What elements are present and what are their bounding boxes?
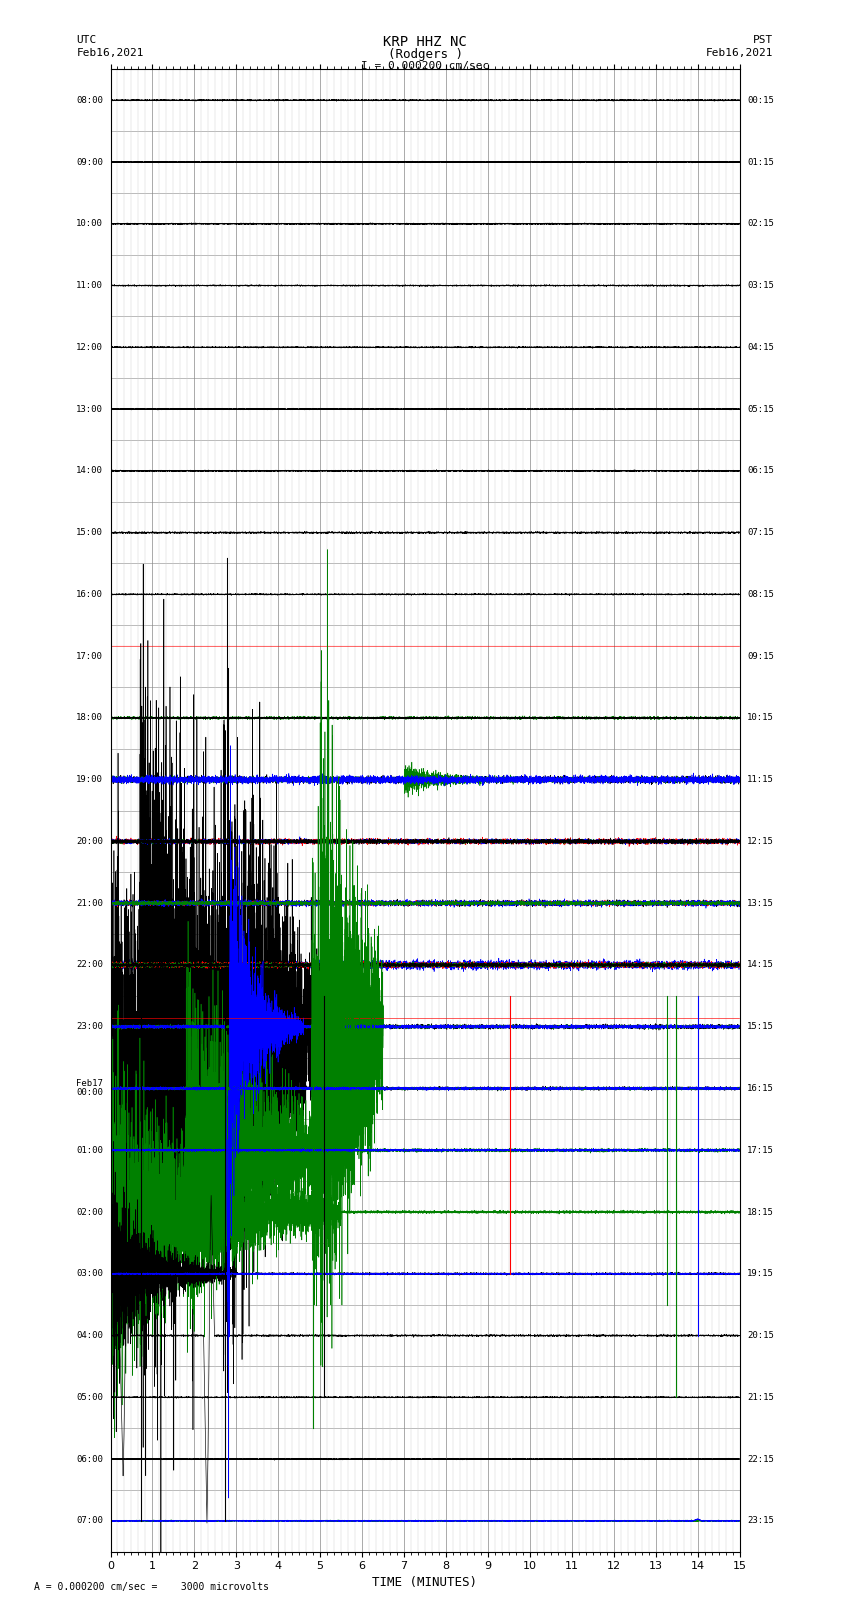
Text: 22:15: 22:15 <box>747 1455 774 1463</box>
Text: 14:15: 14:15 <box>747 960 774 969</box>
Text: 00:00: 00:00 <box>76 1089 103 1097</box>
Text: PST: PST <box>753 35 774 45</box>
Text: 11:15: 11:15 <box>747 776 774 784</box>
Text: 15:15: 15:15 <box>747 1023 774 1031</box>
Text: Feb17: Feb17 <box>76 1079 103 1089</box>
Text: 19:00: 19:00 <box>76 776 103 784</box>
Text: (Rodgers ): (Rodgers ) <box>388 48 462 61</box>
Text: 07:00: 07:00 <box>76 1516 103 1526</box>
Text: 16:15: 16:15 <box>747 1084 774 1094</box>
Text: 18:15: 18:15 <box>747 1208 774 1216</box>
Text: KRP HHZ NC: KRP HHZ NC <box>383 35 467 50</box>
Text: 01:00: 01:00 <box>76 1145 103 1155</box>
Text: 04:00: 04:00 <box>76 1331 103 1340</box>
Text: 23:00: 23:00 <box>76 1023 103 1031</box>
Text: 12:15: 12:15 <box>747 837 774 845</box>
Text: 02:00: 02:00 <box>76 1208 103 1216</box>
Text: A = 0.000200 cm/sec =    3000 microvolts: A = 0.000200 cm/sec = 3000 microvolts <box>34 1582 269 1592</box>
Text: 21:00: 21:00 <box>76 898 103 908</box>
Text: 05:00: 05:00 <box>76 1392 103 1402</box>
Text: 17:00: 17:00 <box>76 652 103 661</box>
Text: 13:00: 13:00 <box>76 405 103 413</box>
Text: 20:00: 20:00 <box>76 837 103 845</box>
Text: 21:15: 21:15 <box>747 1392 774 1402</box>
Text: 03:15: 03:15 <box>747 281 774 290</box>
Text: UTC: UTC <box>76 35 97 45</box>
Text: 03:00: 03:00 <box>76 1269 103 1277</box>
Text: 13:15: 13:15 <box>747 898 774 908</box>
Text: 04:15: 04:15 <box>747 344 774 352</box>
Text: 23:15: 23:15 <box>747 1516 774 1526</box>
Text: 10:15: 10:15 <box>747 713 774 723</box>
Text: 02:15: 02:15 <box>747 219 774 229</box>
Text: 06:15: 06:15 <box>747 466 774 476</box>
Text: 22:00: 22:00 <box>76 960 103 969</box>
Text: 20:15: 20:15 <box>747 1331 774 1340</box>
Text: 18:00: 18:00 <box>76 713 103 723</box>
Text: 08:15: 08:15 <box>747 590 774 598</box>
X-axis label: TIME (MINUTES): TIME (MINUTES) <box>372 1576 478 1589</box>
Text: 16:00: 16:00 <box>76 590 103 598</box>
Text: 10:00: 10:00 <box>76 219 103 229</box>
Text: 05:15: 05:15 <box>747 405 774 413</box>
Text: 09:00: 09:00 <box>76 158 103 166</box>
Text: Feb16,2021: Feb16,2021 <box>76 48 144 58</box>
Text: 17:15: 17:15 <box>747 1145 774 1155</box>
Text: 08:00: 08:00 <box>76 95 103 105</box>
Text: I = 0.000200 cm/sec: I = 0.000200 cm/sec <box>361 61 489 71</box>
Text: 07:15: 07:15 <box>747 527 774 537</box>
Text: 01:15: 01:15 <box>747 158 774 166</box>
Text: Feb16,2021: Feb16,2021 <box>706 48 774 58</box>
Text: 06:00: 06:00 <box>76 1455 103 1463</box>
Text: 09:15: 09:15 <box>747 652 774 661</box>
Text: 00:15: 00:15 <box>747 95 774 105</box>
Text: 11:00: 11:00 <box>76 281 103 290</box>
Text: 12:00: 12:00 <box>76 344 103 352</box>
Text: 19:15: 19:15 <box>747 1269 774 1277</box>
Text: 15:00: 15:00 <box>76 527 103 537</box>
Text: 14:00: 14:00 <box>76 466 103 476</box>
